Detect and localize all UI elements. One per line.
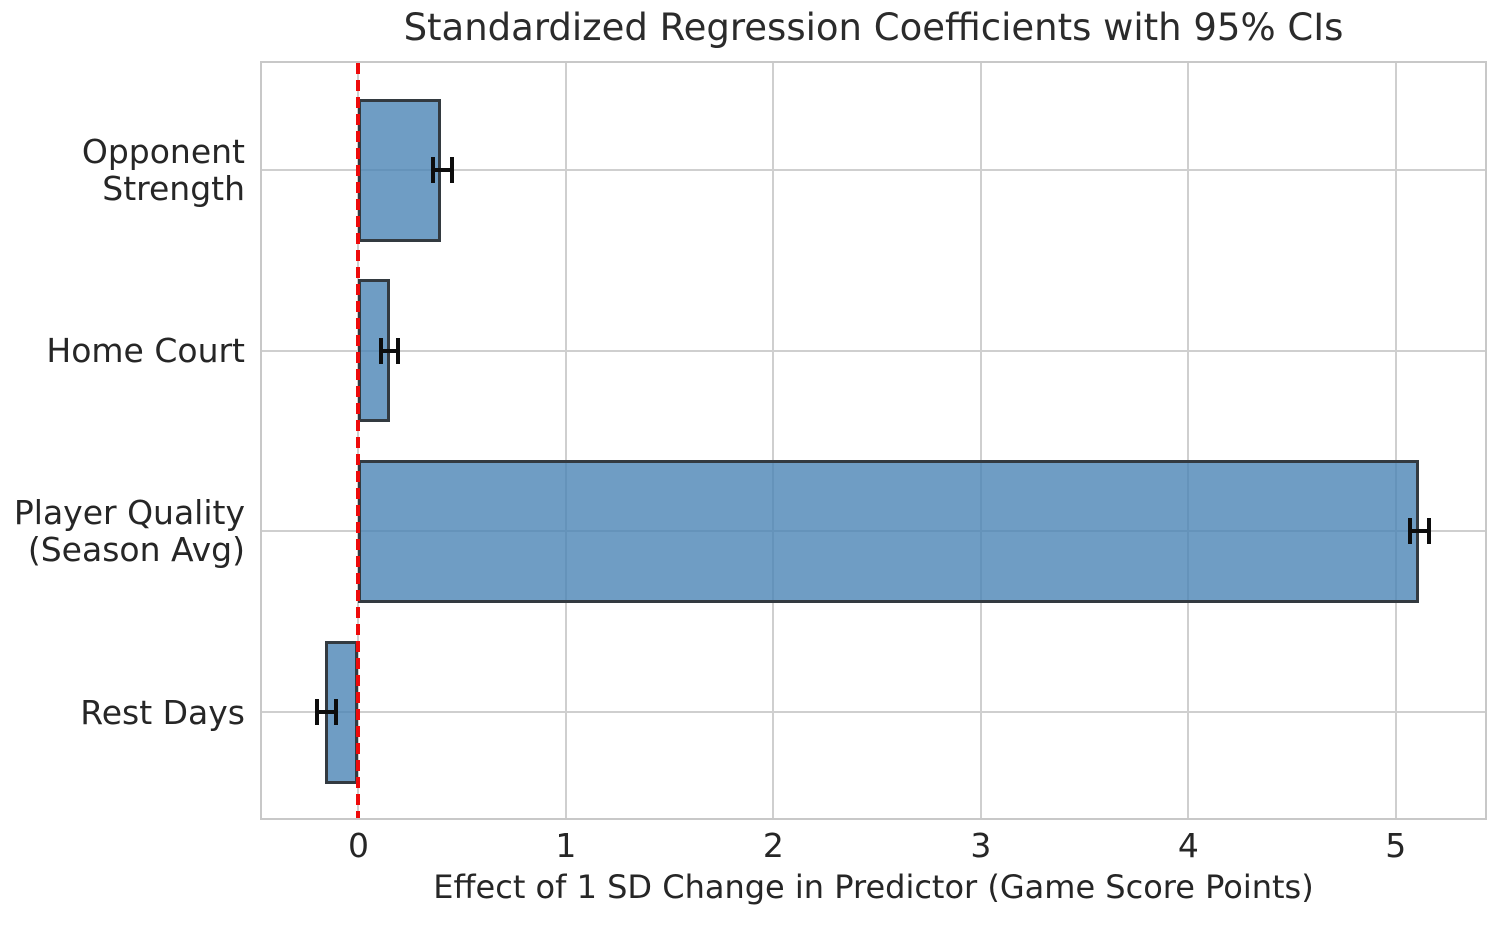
error-bar-cap-low-player-quality-season-avg	[1408, 518, 1413, 545]
gridline-y-opponent-strength	[262, 169, 1485, 171]
x-axis-label: Effect of 1 SD Change in Predictor (Game…	[433, 868, 1314, 906]
gridline-x-1	[564, 63, 567, 818]
x-tick-label-5: 5	[1385, 826, 1407, 865]
gridline-x-5	[1394, 63, 1397, 818]
chart-title: Standardized Regression Coefficients wit…	[403, 6, 1344, 49]
gridline-x-2	[772, 63, 775, 818]
bar-opponent-strength	[358, 98, 442, 242]
x-tick-label-4: 4	[1177, 826, 1199, 865]
gridline-y-home-court	[262, 349, 1485, 352]
y-tick-label-home-court: Home Court	[46, 331, 245, 371]
error-bar-cap-low-home-court	[379, 337, 384, 364]
gridline-x-4	[1187, 63, 1190, 818]
y-tick-label-rest-days: Rest Days	[80, 692, 245, 732]
error-bar-cap-high-rest-days	[333, 699, 338, 726]
x-tick-label-3: 3	[970, 826, 992, 865]
error-bar-player-quality-season-avg	[1410, 529, 1429, 534]
y-tick-label-player-quality-season-avg: Player Quality (Season Avg)	[13, 493, 245, 570]
x-tick-label-0: 0	[347, 826, 369, 865]
error-bar-cap-low-opponent-strength	[431, 157, 436, 183]
bar-player-quality-season-avg	[358, 459, 1419, 603]
error-bar-home-court	[381, 348, 398, 353]
gridline-x-3	[979, 63, 982, 818]
zero-reference-line	[356, 63, 361, 818]
gridline-y-rest-days	[262, 711, 1485, 714]
error-bar-cap-low-rest-days	[314, 699, 319, 726]
error-bar-rest-days	[316, 710, 336, 715]
error-bar-cap-high-opponent-strength	[449, 157, 454, 183]
y-tick-label-opponent-strength: Opponent Strength	[81, 132, 245, 208]
x-tick-label-1: 1	[555, 826, 577, 865]
plot-area	[260, 61, 1487, 820]
error-bar-cap-high-home-court	[395, 337, 400, 364]
error-bar-cap-high-player-quality-season-avg	[1426, 518, 1431, 545]
x-tick-label-2: 2	[762, 826, 784, 865]
error-bar-opponent-strength	[433, 168, 452, 172]
plot-spine	[260, 61, 1487, 820]
